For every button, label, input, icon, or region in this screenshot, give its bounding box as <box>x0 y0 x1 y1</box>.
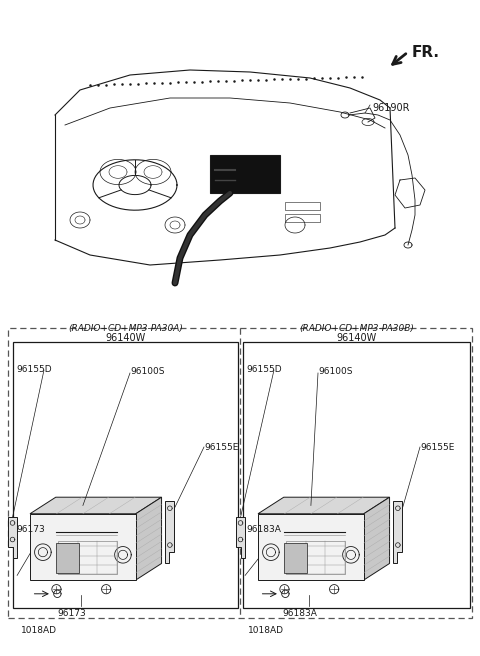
Text: 96173: 96173 <box>57 609 86 619</box>
Text: 96140W: 96140W <box>106 333 145 343</box>
Text: 96140W: 96140W <box>336 333 377 343</box>
Text: 96183A: 96183A <box>282 609 317 619</box>
Text: (RADIO+CD+MP3-PA30A): (RADIO+CD+MP3-PA30A) <box>68 324 183 333</box>
Text: 1018AD: 1018AD <box>248 626 284 635</box>
Bar <box>8 328 472 618</box>
Text: 96155E: 96155E <box>420 443 455 452</box>
Text: FR.: FR. <box>412 45 440 60</box>
Polygon shape <box>165 501 174 564</box>
Bar <box>286 541 346 575</box>
Bar <box>243 342 470 608</box>
Text: 96100S: 96100S <box>318 367 352 376</box>
Bar <box>56 543 79 573</box>
Text: 96155D: 96155D <box>16 365 52 374</box>
Bar <box>258 514 364 580</box>
Polygon shape <box>258 497 390 514</box>
Polygon shape <box>30 497 162 514</box>
Bar <box>58 541 118 575</box>
Text: 96183A: 96183A <box>246 525 281 534</box>
Polygon shape <box>136 497 162 580</box>
Polygon shape <box>364 497 390 580</box>
Bar <box>285 214 320 222</box>
FancyBboxPatch shape <box>210 155 280 193</box>
Text: 96190R: 96190R <box>372 103 409 113</box>
Bar <box>13 342 238 608</box>
Polygon shape <box>393 501 402 564</box>
Text: (RADIO+CD+MP3-PA30B): (RADIO+CD+MP3-PA30B) <box>299 324 414 333</box>
Bar <box>30 514 136 580</box>
Polygon shape <box>236 518 245 558</box>
Polygon shape <box>8 518 17 558</box>
Text: 1018AD: 1018AD <box>21 626 57 635</box>
Text: 96155D: 96155D <box>246 365 282 374</box>
Text: 96155E: 96155E <box>204 443 239 452</box>
Bar <box>284 543 307 573</box>
Bar <box>285 202 320 210</box>
Text: 96173: 96173 <box>16 525 45 534</box>
Text: 96100S: 96100S <box>130 367 165 376</box>
